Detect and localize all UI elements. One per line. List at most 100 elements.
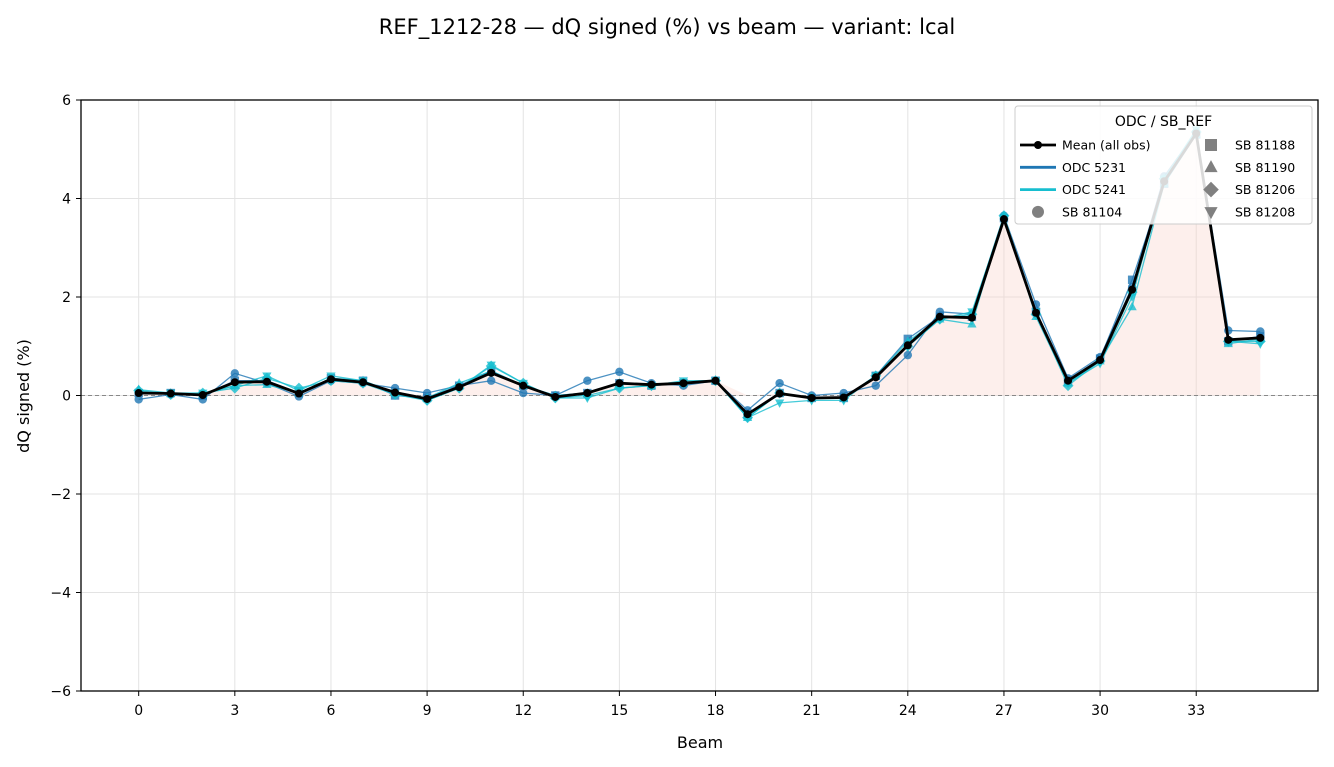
mean-point [1031,308,1040,317]
mean-point [487,368,496,377]
mean-line [138,129,1261,417]
y-tick-label: −4 [50,586,71,602]
legend-label: SB 81104 [1062,204,1122,219]
mean-point [839,393,848,402]
x-tick-label: 0 [134,703,143,719]
legend-item-sb-81208: SB 81208 [1204,204,1295,219]
mean-point [743,410,752,419]
legend-label: SB 81188 [1235,138,1295,153]
mean-point [551,392,560,401]
legend-item-odc-5241: ODC 5241 [1020,182,1126,197]
mean-point [903,341,912,350]
mean-point [198,391,207,400]
data-point [775,378,784,388]
y-tick-label: 4 [62,192,71,208]
mean-point [775,389,784,398]
y-tick-label: −6 [50,684,71,700]
legend: ODC / SB_REF Mean (all obs) ODC 5231 ODC 52… [1014,105,1313,225]
y-tick-label: −2 [50,487,71,503]
mean-point [294,389,303,398]
positive-fill-area [138,133,1261,396]
mean-point [871,373,880,382]
data-point [871,381,880,390]
mean-point [166,389,175,398]
mean-point [999,215,1008,224]
mean-point [423,394,432,403]
data-point [519,388,528,398]
data-point [134,395,143,404]
data-point [1127,301,1137,311]
data-point [903,350,913,360]
legend-marker-swatch [1205,139,1217,151]
mean-point [391,388,400,397]
data-point [615,367,624,377]
legend-marker-swatch [1203,181,1219,198]
mean-point [615,379,624,388]
mean-point [935,312,944,321]
legend-marker-swatch [1032,205,1044,218]
x-tick-label: 30 [1091,703,1109,719]
mean-point [1064,376,1073,385]
y-axis-ticks: −6 −4 −2 0 2 4 6 [50,93,81,700]
x-axis-label: Beam [677,733,723,752]
x-tick-label: 9 [423,703,432,719]
legend-title: ODC / SB_REF [1115,114,1212,130]
legend-label: ODC 5231 [1062,160,1126,175]
legend-label: ODC 5241 [1062,182,1126,197]
x-tick-label: 15 [610,703,628,719]
x-tick-label: 12 [514,703,532,719]
legend-label: SB 81190 [1235,160,1295,175]
data-point [230,369,240,378]
legend-label: Mean (all obs) [1062,138,1150,153]
mean-point [519,381,528,390]
mean-point [711,376,720,385]
data-point [583,376,592,385]
x-tick-label: 3 [230,703,239,719]
mean-point [1096,356,1105,365]
mean-point [583,389,592,398]
mean-point [807,393,816,402]
legend-marker-swatch [1204,160,1218,173]
x-tick-label: 18 [707,703,725,719]
legend-marker-swatch [1204,207,1218,220]
mean-point [1224,335,1233,344]
x-axis-ticks: 0 3 6 9 12 15 18 21 24 27 30 33 [134,691,1205,719]
x-tick-label: 27 [995,703,1013,719]
data-point [1127,275,1137,284]
mean-point [230,378,239,387]
data-point [614,384,625,394]
legend-item-sb-81206: SB 81206 [1203,181,1295,198]
legend-mean-marker [1034,141,1042,149]
mean-point [326,375,335,384]
mean-point [1256,333,1265,342]
data-point [774,399,785,408]
legend-item-sb-81104: SB 81104 [1032,204,1122,219]
mean-layer [134,129,1265,419]
legend-label: SB 81208 [1235,204,1295,219]
x-tick-label: 24 [899,703,917,719]
data-point [967,319,977,328]
legend-item-odc-5231: ODC 5231 [1020,160,1126,175]
mean-point [679,379,688,388]
y-tick-label: 6 [62,93,71,109]
legend-box [1014,105,1313,225]
y-tick-label: 0 [62,389,71,405]
mean-point [1128,285,1137,294]
y-tick-label: 2 [62,290,71,306]
mean-positive-fill [138,133,1261,396]
legend-item-mean-all-obs: Mean (all obs) [1020,138,1150,153]
data-point [262,372,272,381]
mean-point [647,380,656,389]
legend-item-sb-81188: SB 81188 [1205,138,1295,153]
mean-point [359,378,368,387]
legend-item-sb-81190: SB 81190 [1204,160,1295,175]
data-point [486,376,496,385]
y-axis-label: dQ signed (%) [14,339,33,453]
x-tick-label: 21 [803,703,821,719]
mean-point [967,313,976,322]
data-point [1255,340,1265,349]
chart-title: REF_1212-28 — dQ signed (%) vs beam — va… [379,15,955,40]
mean-point [134,389,143,398]
x-tick-label: 33 [1187,703,1205,719]
